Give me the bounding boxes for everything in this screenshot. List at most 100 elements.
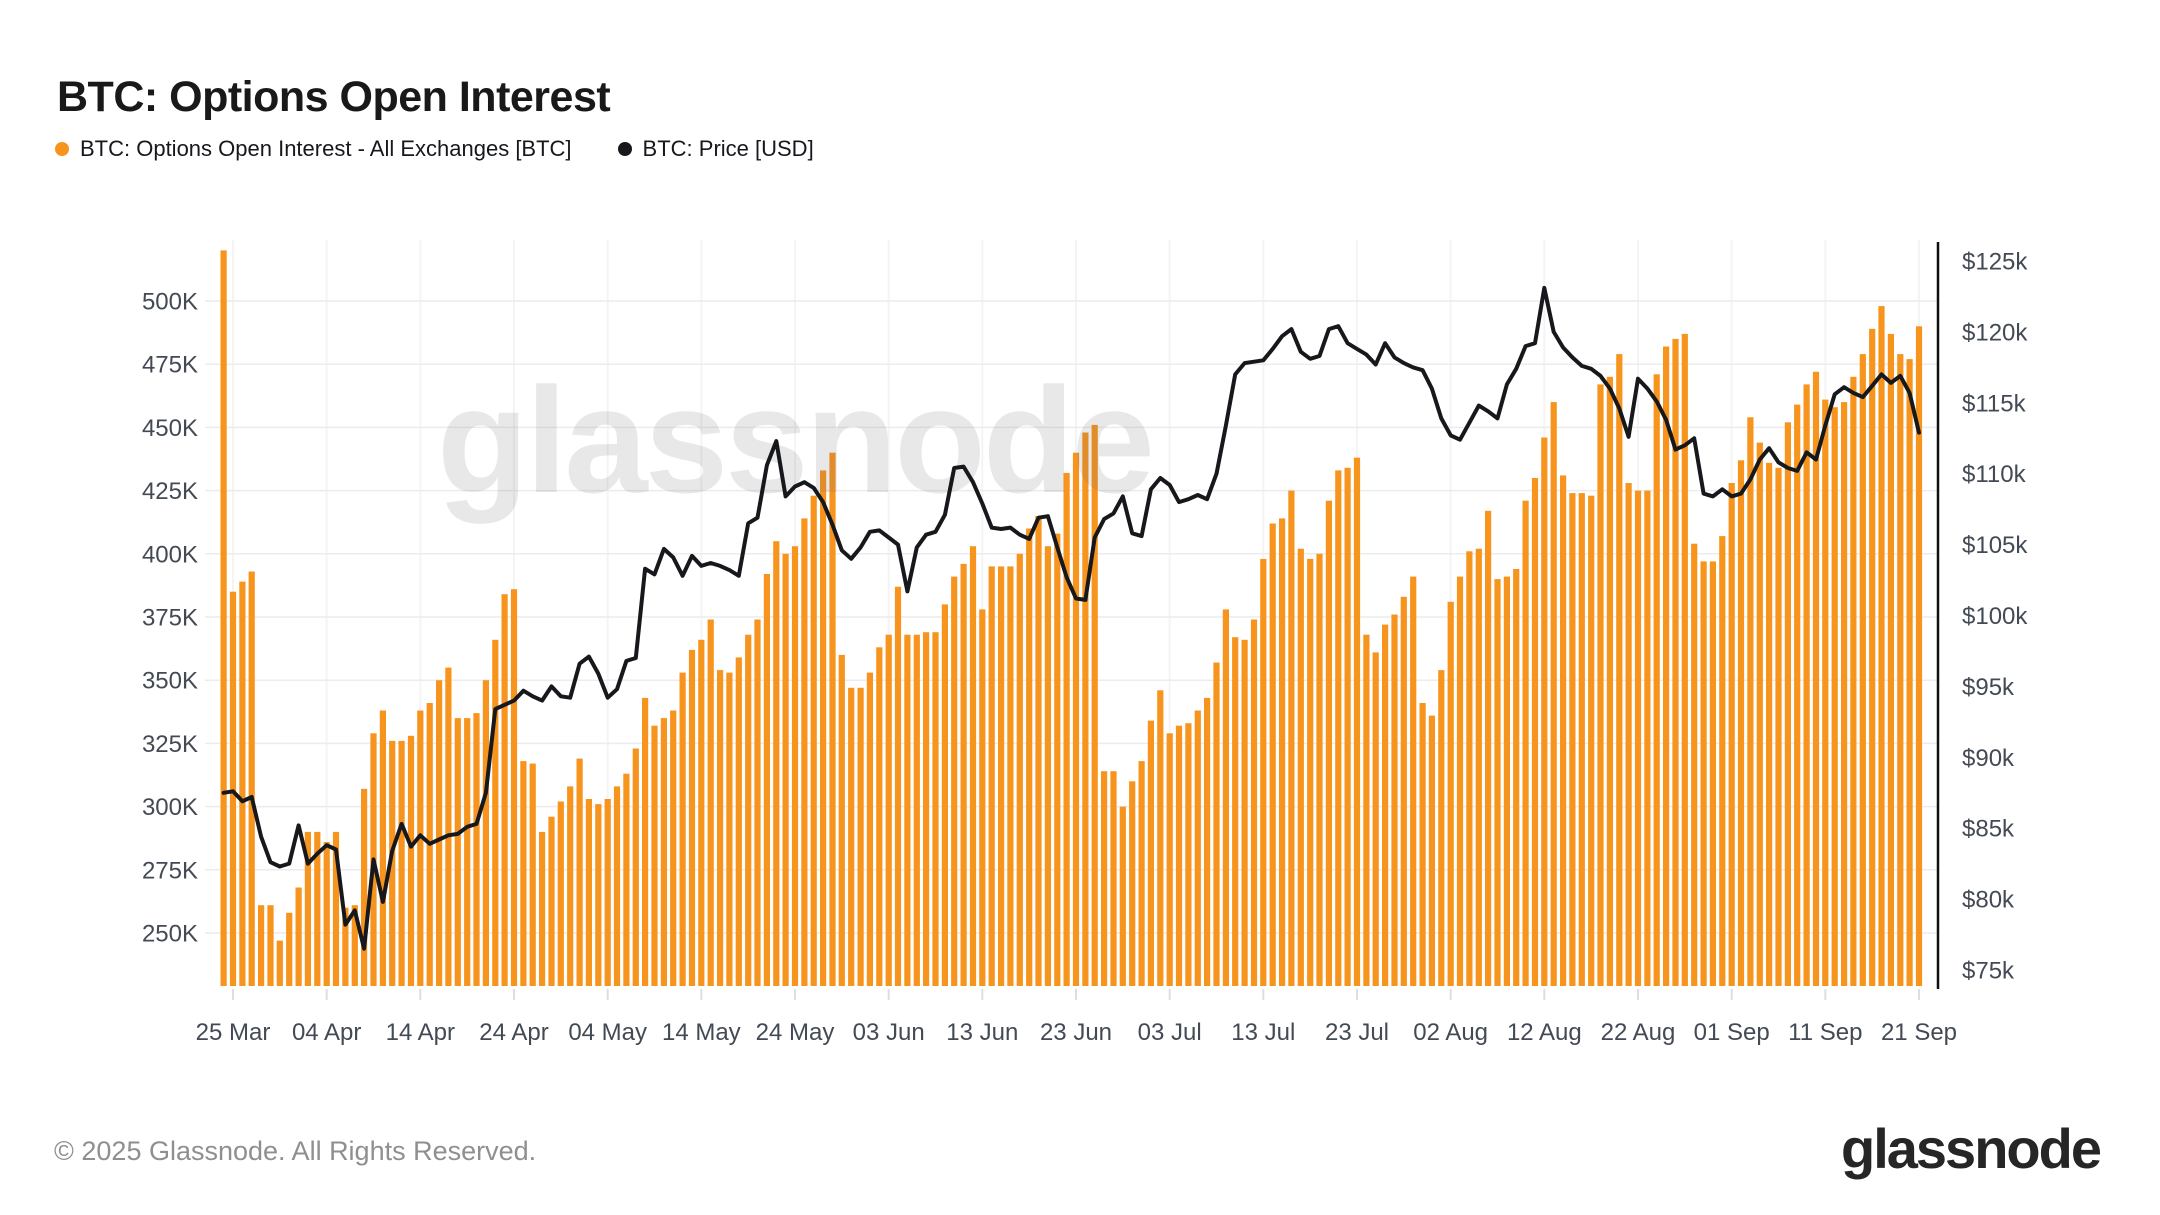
bar (1672, 338, 1679, 986)
x-axis-tick-label: 24 Apr (479, 1019, 548, 1046)
x-axis-tick-label: 23 Jul (1325, 1019, 1389, 1046)
bar (960, 563, 967, 986)
bar (1560, 475, 1567, 986)
bar (436, 680, 443, 986)
x-axis-tick-label: 23 Jun (1040, 1019, 1112, 1046)
bar (351, 905, 358, 986)
bar (1363, 634, 1370, 986)
bar (557, 801, 564, 986)
bar (1812, 371, 1820, 986)
bar (361, 788, 368, 986)
bar (1213, 662, 1220, 986)
bar (998, 566, 1005, 986)
bar (332, 831, 340, 986)
bar (342, 907, 349, 986)
bar (876, 647, 883, 986)
legend-label-open-interest: BTC: Options Open Interest - All Exchang… (80, 136, 572, 161)
bar (1072, 452, 1080, 986)
bar (1541, 437, 1548, 986)
bar (1578, 493, 1585, 986)
x-axis-tick-label: 14 May (662, 1019, 741, 1046)
left-axis-tick-label: 275K (142, 857, 198, 884)
left-axis-tick-label: 450K (142, 415, 198, 442)
legend-item-price[interactable]: BTC: Price [USD] (617, 136, 814, 162)
bar (1269, 523, 1276, 986)
left-axis-tick-label: 400K (142, 541, 198, 568)
bar (567, 786, 574, 986)
bar (885, 634, 892, 986)
right-axis-tick-label: $100k (1962, 603, 2028, 630)
bar (1869, 328, 1876, 986)
bar (1475, 548, 1482, 986)
bar (585, 799, 592, 986)
bar (1569, 493, 1576, 986)
glassnode-watermark: glassnode (437, 356, 1152, 524)
bar (1250, 619, 1258, 986)
bar (1588, 495, 1595, 986)
bar (913, 634, 920, 986)
x-axis-tick-label: 12 Aug (1507, 1019, 1582, 1046)
bar (1719, 536, 1726, 986)
bar (304, 831, 311, 986)
bar (510, 589, 518, 986)
bar (1915, 326, 1923, 986)
bar (1494, 579, 1501, 986)
legend-item-open-interest[interactable]: BTC: Options Open Interest - All Exchang… (55, 136, 572, 162)
bar (1382, 624, 1389, 986)
bar (576, 758, 583, 986)
bar (1653, 374, 1660, 986)
bar (1194, 710, 1201, 986)
bar (1878, 306, 1885, 987)
bar (1831, 407, 1838, 986)
bar (1709, 561, 1716, 986)
bar (1634, 490, 1642, 986)
glassnode-logo: glassnode (1841, 1117, 2102, 1180)
right-axis-tick-label: $90k (1962, 745, 2015, 772)
bar (1410, 576, 1417, 986)
bar (642, 697, 649, 986)
bar (1232, 637, 1239, 986)
bar (894, 586, 902, 986)
bar (1325, 500, 1332, 986)
bar (529, 763, 536, 986)
right-axis-tick-label: $85k (1962, 816, 2015, 843)
bar (417, 710, 424, 986)
bar (445, 667, 452, 986)
right-axis-tick-label: $120k (1962, 319, 2028, 346)
x-axis-tick-label: 22 Aug (1601, 1019, 1676, 1046)
bar (1466, 551, 1473, 986)
x-axis-tick-label: 25 Mar (196, 1019, 271, 1046)
bar (229, 591, 237, 986)
bar (848, 687, 855, 986)
bar (1616, 354, 1623, 987)
bar (1091, 424, 1098, 986)
bar (267, 905, 274, 986)
bar (1728, 483, 1735, 986)
price-line (221, 285, 1921, 951)
bar (735, 657, 742, 986)
bar (1007, 566, 1014, 986)
bar (1063, 472, 1070, 986)
bar (1316, 553, 1323, 986)
x-axis-tick-label: 03 Jun (853, 1019, 925, 1046)
bar (810, 495, 817, 986)
bar (1260, 558, 1267, 986)
left-axis-tick-label: 325K (142, 731, 198, 758)
bar (1794, 404, 1801, 987)
bar (314, 831, 321, 986)
bar (707, 619, 714, 986)
bar (1625, 483, 1632, 986)
left-axis-labels: 250K 275K 300K 325K 350K 375K 400K 425K 450K 475K… (142, 289, 198, 948)
bar (670, 710, 677, 986)
x-axis-tick-label: 04 Apr (292, 1019, 361, 1046)
bar (1044, 546, 1051, 986)
x-axis-labels: 25 Mar 04 Apr 14 Apr 24 Apr 04 May 14 May 24 M… (196, 1019, 1957, 1046)
x-axis-tick-label: 14 Apr (386, 1019, 455, 1046)
bar (539, 831, 546, 986)
bar (1681, 333, 1688, 986)
bar (379, 710, 386, 986)
bar (1887, 333, 1894, 986)
bar (1166, 733, 1173, 986)
bar (1082, 432, 1089, 986)
